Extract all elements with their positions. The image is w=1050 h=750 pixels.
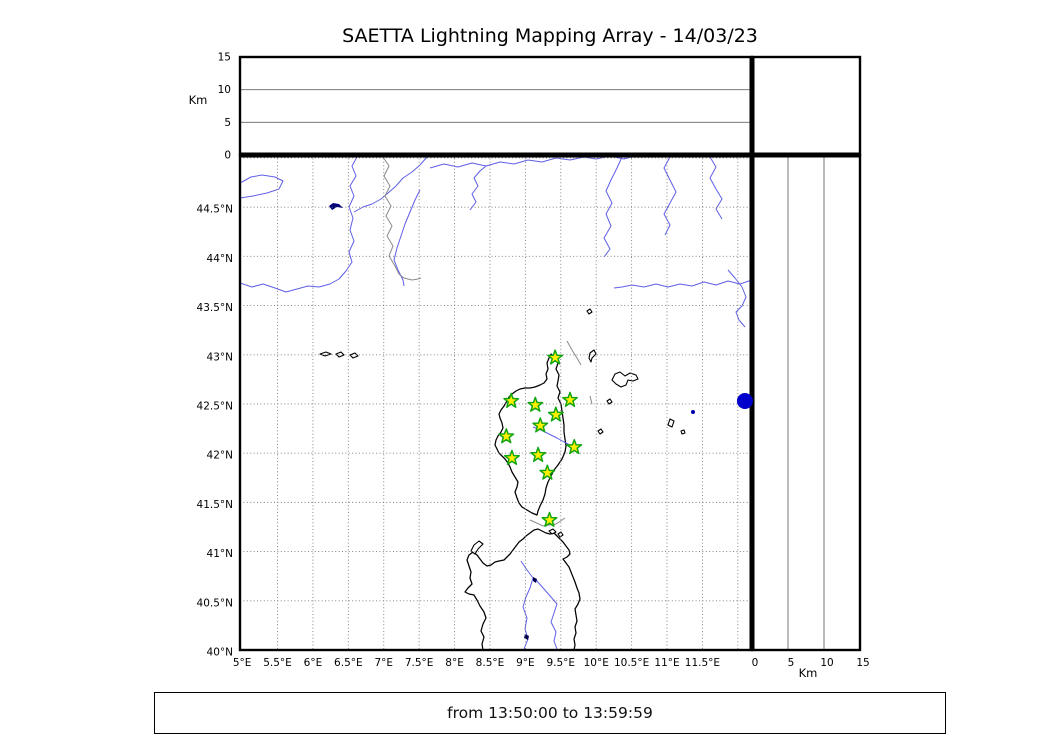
river [240, 156, 358, 293]
lon-tick-label: 10.5°E [614, 657, 649, 669]
lon-tick-label: 8°E [445, 657, 464, 669]
lat-tick-label: 40°N [207, 647, 233, 659]
alt-tick-label-right: 15 [856, 657, 869, 669]
lat-tick-label: 44.5°N [197, 204, 233, 216]
lake [533, 577, 537, 583]
country-border [589, 395, 593, 405]
island [588, 349, 597, 363]
alt-tick-label-right: 10 [820, 657, 833, 669]
time-range-label: from 13:50:00 to 13:59:59 [447, 704, 653, 722]
lon-tick-label: 5.5°E [263, 657, 292, 669]
lat-tick-label: 42.5°N [197, 400, 233, 412]
river [469, 165, 487, 211]
river [240, 174, 284, 199]
lon-tick-label: 7.5°E [405, 657, 434, 669]
alt-tick-label-right: 0 [752, 657, 759, 669]
figure-title: SAETTA Lightning Mapping Array - 14/03/2… [342, 25, 758, 47]
island [680, 429, 686, 435]
lagoon [691, 410, 695, 414]
island [586, 308, 593, 315]
country-border [529, 517, 566, 527]
lon-tick-label: 9°E [516, 657, 535, 669]
alt-tick-label-right: 5 [788, 657, 795, 669]
island [335, 351, 345, 358]
station-marker [503, 449, 520, 465]
island [667, 418, 675, 428]
station-marker [541, 511, 558, 527]
lon-tick-label: 10°E [584, 657, 609, 669]
lon-tick-label: 11.5°E [685, 657, 720, 669]
river [535, 579, 558, 650]
station-marker [530, 446, 547, 463]
lake [329, 203, 343, 210]
lon-tick-label: 9.5°E [546, 657, 575, 669]
lat-tick-label: 43.5°N [197, 302, 233, 314]
right-panel-frame [750, 153, 862, 652]
island [470, 540, 484, 555]
alt-axis-label-top: Km [189, 93, 208, 107]
time-range-box: from 13:50:00 to 13:59:59 [154, 692, 946, 734]
lon-tick-label: 6°E [304, 657, 323, 669]
lat-tick-label: 41.5°N [197, 499, 233, 511]
lon-tick-label: 7°E [374, 657, 393, 669]
station-marker [547, 349, 564, 365]
alt-tick-label-top: 10 [218, 84, 231, 96]
river [709, 156, 723, 220]
station-marker [532, 417, 549, 433]
station-marker [503, 392, 520, 408]
island [548, 528, 557, 535]
station-marker [562, 391, 578, 407]
lon-tick-label: 5°E [233, 657, 252, 669]
river [353, 156, 428, 213]
station-marker [547, 406, 564, 422]
coastline-mainland [240, 155, 752, 650]
lat-tick-label: 44°N [207, 253, 233, 265]
lat-tick-label: 40.5°N [197, 597, 233, 609]
river [663, 156, 677, 236]
river [727, 269, 747, 328]
lightning-source-dot [736, 393, 753, 410]
river [520, 560, 534, 650]
island [319, 351, 332, 357]
lat-tick-label: 42°N [207, 450, 233, 462]
alt-tick-label-top: 0 [224, 150, 231, 162]
lon-tick-label: 6.5°E [334, 657, 363, 669]
island [597, 428, 604, 435]
alt-axis-label-right: Km [799, 666, 818, 680]
island [606, 398, 613, 405]
lon-tick-label: 11°E [654, 657, 679, 669]
country-border [566, 340, 582, 366]
lon-tick-label: 8.5°E [476, 657, 505, 669]
basemap-layer [240, 155, 752, 650]
station-marker [566, 438, 583, 455]
station-marker [498, 428, 515, 444]
lat-tick-label: 41°N [207, 548, 233, 560]
top-panel-frame [238, 55, 754, 157]
station-marker [539, 464, 556, 480]
station-marker [527, 396, 544, 412]
lat-tick-label: 43°N [207, 351, 233, 363]
river [603, 156, 623, 258]
island [557, 531, 564, 538]
island [349, 352, 359, 359]
alt-tick-label-top: 5 [224, 117, 231, 129]
alt-tick-label-top: 15 [218, 52, 231, 64]
island [611, 371, 639, 388]
country-border [382, 156, 422, 281]
corner-box-frame [750, 55, 862, 157]
